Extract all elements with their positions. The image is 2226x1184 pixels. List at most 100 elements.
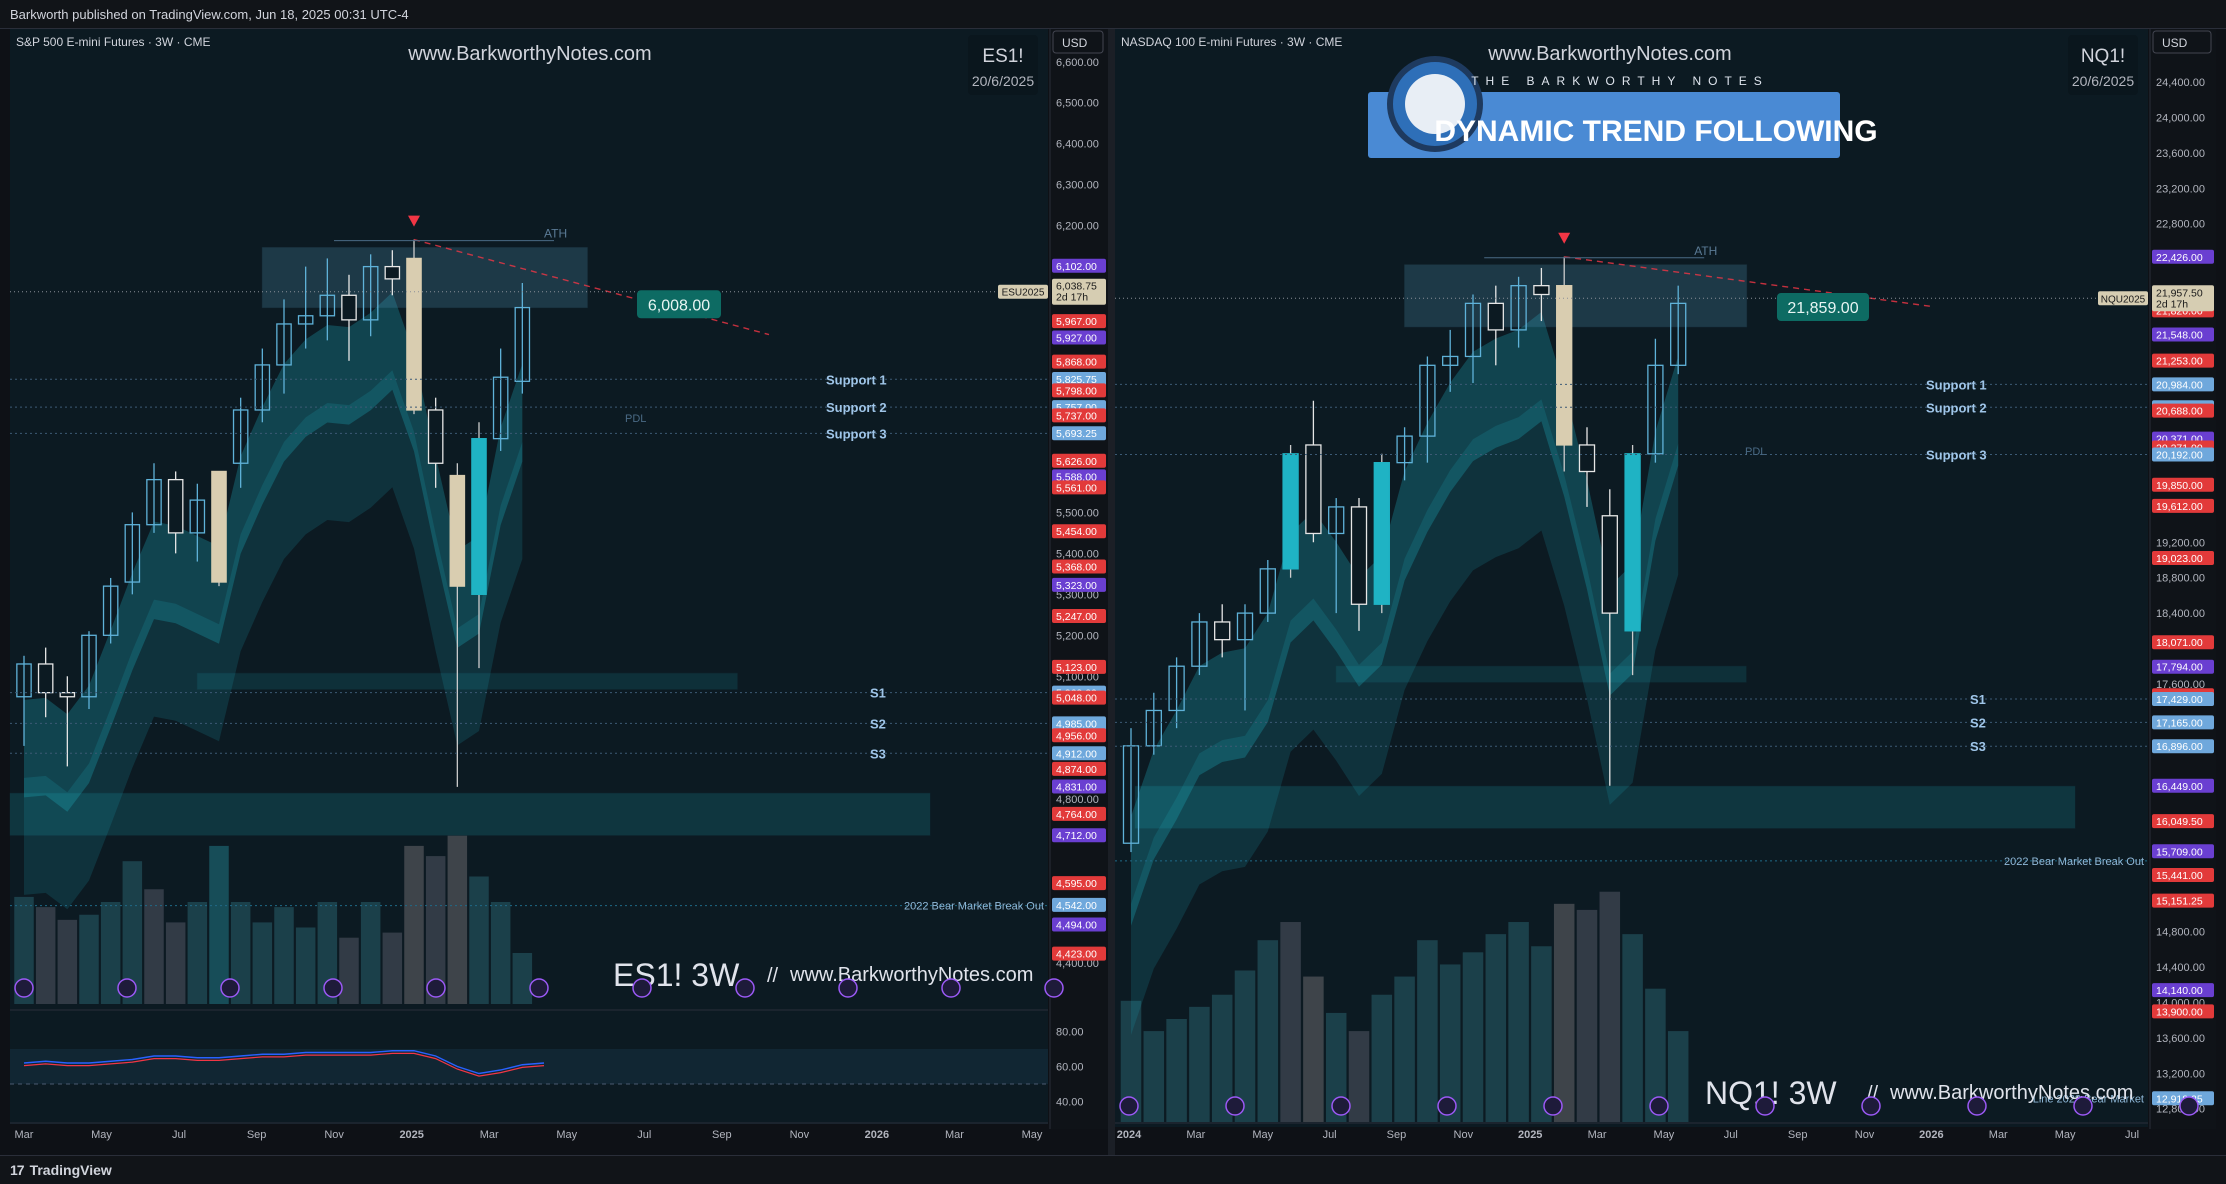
- volume-bar: [1576, 909, 1598, 1122]
- candle-body: [1670, 302, 1687, 366]
- volume-bar: [144, 889, 164, 1004]
- candle-body: [1442, 355, 1459, 366]
- level-label: S1: [1970, 692, 1986, 707]
- event-icon: [1967, 1096, 1987, 1116]
- price-tag-label: 20,192.00: [2156, 450, 2203, 462]
- y-tick-label: 13,200.00: [2156, 1068, 2205, 1080]
- price-tag: [2152, 1004, 2214, 1019]
- price-tag: [1052, 779, 1106, 794]
- footer-bar: 17 TradingView: [0, 1155, 2226, 1184]
- volume-bar: [339, 937, 359, 1004]
- volume-bar: [404, 845, 424, 1004]
- volume-bar: [14, 896, 34, 1004]
- price-tag: [1052, 828, 1106, 843]
- price-tag-label: 5,626.00: [1056, 456, 1097, 468]
- candle-body: [471, 438, 487, 595]
- footer-site: www.BarkworthyNotes.com: [789, 964, 1033, 986]
- volume-bar: [360, 902, 381, 1004]
- volume-bar: [1303, 976, 1324, 1122]
- price-tag-label: 21,253.00: [2156, 356, 2203, 368]
- support-box: [196, 672, 738, 690]
- countdown-value: 2d 17h: [1056, 292, 1088, 304]
- y-tick-label: 6,300.00: [1056, 180, 1099, 192]
- volume-bar: [122, 861, 143, 1004]
- price-tag: [2152, 403, 2214, 418]
- volume-bar: [1508, 922, 1529, 1122]
- pdl-label: PDL: [1745, 446, 1766, 458]
- x-tick-label: May: [2055, 1129, 2076, 1141]
- price-tag-label: 4,874.00: [1056, 764, 1097, 776]
- ticker-label: NQ1!: [2081, 46, 2125, 67]
- candle-body: [384, 265, 401, 280]
- candle-body: [1191, 621, 1208, 667]
- price-tag: [2152, 249, 2214, 264]
- trend-band-slow: [24, 370, 523, 910]
- x-tick-label: Jul: [172, 1129, 186, 1141]
- contract-tag-label: ESU2025: [1002, 288, 1045, 299]
- price-tag-label: 20,984.00: [2156, 379, 2203, 391]
- currency-box: [1052, 30, 1104, 54]
- y-tick-label: 6,500.00: [1056, 98, 1099, 110]
- candle-body: [492, 376, 509, 440]
- price-tag-label: 13,900.00: [2156, 1006, 2203, 1018]
- candle-body: [1168, 665, 1185, 712]
- trend-line: [1564, 256, 1935, 308]
- price-tag-label: 4,595.00: [1056, 878, 1097, 890]
- price-tag-label: 5,368.00: [1056, 561, 1097, 573]
- panel-divider: [1108, 29, 1115, 1155]
- contract-tag-label: NQU2025: [2101, 294, 2146, 305]
- volume-bar: [274, 907, 294, 1004]
- level-label: S2: [870, 716, 886, 731]
- price-tag-label: 15,709.00: [2156, 846, 2203, 858]
- pdl-label: PDL: [625, 413, 646, 425]
- price-tag: [1052, 746, 1106, 761]
- x-tick-label: Mar: [15, 1129, 34, 1141]
- candle-body: [1396, 435, 1413, 464]
- price-tag: [2152, 327, 2214, 342]
- candle-body: [1259, 568, 1276, 614]
- candle-body: [362, 265, 379, 321]
- charts-canvas[interactable]: ATH Support 1 Support 2 Support 3 S1 S2 S3 PDL 2…: [0, 29, 2226, 1155]
- y-tick-label: 5,200.00: [1056, 630, 1099, 642]
- osc-tick-label: 80.00: [1056, 1027, 1084, 1039]
- price-tag-label: 4,912.00: [1056, 748, 1097, 760]
- volume-bar: [79, 914, 99, 1004]
- price-tag-label: 15,151.25: [2156, 896, 2203, 908]
- candle-body: [1305, 444, 1322, 535]
- price-tag-label: 18,071.00: [2156, 637, 2203, 649]
- level-label: S2: [1970, 715, 1986, 730]
- target-badge-label: 21,859.00: [1787, 300, 1858, 317]
- volume-bar: [1120, 1000, 1142, 1122]
- x-tick-label: Nov: [1855, 1129, 1875, 1141]
- event-icon: [2179, 1096, 2199, 1116]
- x-tick-label: Mar: [480, 1129, 499, 1141]
- price-tag-label: 16,049.50: [2156, 816, 2203, 828]
- volume-bar: [490, 902, 511, 1004]
- price-tag: [1052, 258, 1106, 273]
- price-tag: [1052, 659, 1106, 674]
- volume-bar: [1211, 994, 1233, 1122]
- demand-zone: [1134, 785, 2076, 829]
- candle-body: [1328, 506, 1345, 535]
- price-tag-label: 16,896.00: [2156, 741, 2203, 753]
- tradingview-logo[interactable]: 17 TradingView: [10, 1162, 112, 1178]
- y-tick-label: 24,000.00: [2156, 113, 2205, 125]
- x-tick-label: Jul: [2125, 1129, 2139, 1141]
- candles: [1122, 256, 1687, 853]
- candle-body: [1236, 612, 1254, 641]
- x-tick-label: Mar: [1186, 1129, 1205, 1141]
- trend-band-fast: [24, 292, 523, 812]
- event-icon: [1225, 1096, 1245, 1116]
- footer-site: www.BarkworthyNotes.com: [1889, 1082, 2133, 1104]
- x-tick-label: 2026: [865, 1129, 889, 1141]
- volume-bar: [1417, 940, 1438, 1122]
- watermark: www.BarkworthyNotes.com: [1487, 43, 1731, 65]
- price-tag-label: 5,123.00: [1056, 662, 1097, 674]
- candle-body: [297, 315, 314, 325]
- watermark: www.BarkworthyNotes.com: [407, 43, 651, 65]
- price-tag: [2152, 739, 2214, 754]
- candle-body: [427, 409, 444, 464]
- price-tag: [1052, 469, 1106, 484]
- candle-body: [1464, 302, 1482, 358]
- event-icon: [323, 978, 343, 998]
